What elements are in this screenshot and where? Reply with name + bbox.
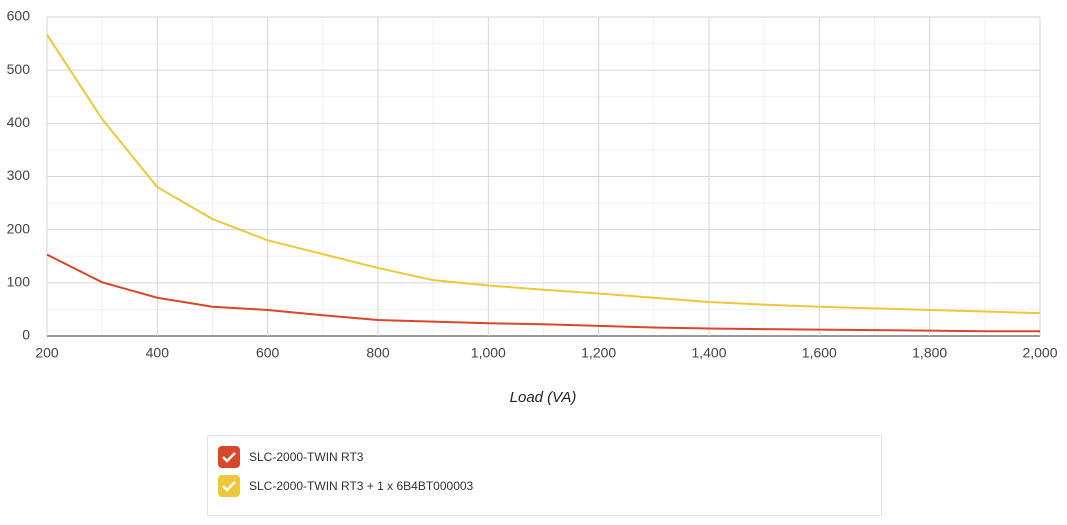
legend-check — [222, 481, 236, 492]
x-tick-label: 1,000 — [471, 345, 506, 361]
x-tick-label: 600 — [256, 345, 280, 361]
y-tick-label: 100 — [7, 274, 31, 290]
legend-label[interactable]: SLC-2000-TWIN RT3 + 1 x 6B4BT000003 — [249, 479, 474, 493]
legend-check — [222, 452, 236, 463]
legend-label[interactable]: SLC-2000-TWIN RT3 — [249, 450, 364, 464]
x-tick-label: 400 — [146, 345, 170, 361]
y-tick-label: 200 — [7, 220, 31, 236]
series-line — [46, 33, 1041, 315]
x-tick-label: 1,600 — [802, 345, 837, 361]
y-tick-label: 400 — [7, 114, 31, 130]
x-tick-label: 2,000 — [1022, 345, 1057, 361]
y-tick-label: 300 — [7, 167, 31, 183]
x-tick-label: 1,200 — [581, 345, 616, 361]
series-line — [46, 253, 1040, 333]
y-tick-label: 500 — [7, 61, 31, 77]
x-tick-label: 200 — [35, 345, 59, 361]
y-tick-label: 0 — [22, 327, 30, 343]
x-tick-label: 800 — [366, 345, 390, 361]
legend-checkbox[interactable] — [218, 475, 240, 497]
legend-box — [207, 435, 882, 516]
legend-checkbox[interactable] — [218, 446, 240, 468]
x-tick-label: 1,400 — [691, 345, 726, 361]
y-tick-label: 600 — [7, 8, 31, 24]
x-axis-title: Load (VA) — [510, 389, 577, 406]
x-tick-label: 1,800 — [912, 345, 947, 361]
